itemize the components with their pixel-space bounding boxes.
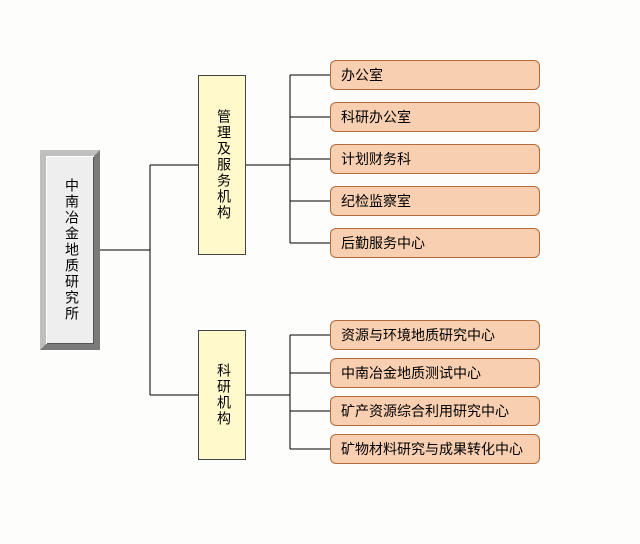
leaf-node-mgmt-4: 后勤服务中心 [330,228,540,258]
mid-node-mgmt-label: 管理及服务机构 [212,109,232,221]
leaf-node-research-1-label: 中南冶金地质测试中心 [341,363,481,383]
leaf-node-research-2-label: 矿产资源综合利用研究中心 [341,401,509,421]
leaf-node-research-3: 矿物材料研究与成果转化中心 [330,434,540,464]
leaf-node-research-2: 矿产资源综合利用研究中心 [330,396,540,426]
leaf-node-mgmt-0: 办公室 [330,60,540,90]
root-node-label: 中南冶金地质研究所 [60,178,80,322]
leaf-node-mgmt-1: 科研办公室 [330,102,540,132]
root-node: 中南冶金地质研究所 [40,150,100,350]
mid-node-research-label: 科研机构 [212,363,232,427]
mid-node-research: 科研机构 [198,330,246,460]
leaf-node-mgmt-3-label: 纪检监察室 [341,191,411,211]
leaf-node-mgmt-1-label: 科研办公室 [341,107,411,127]
leaf-node-research-3-label: 矿物材料研究与成果转化中心 [341,439,523,459]
mid-node-mgmt: 管理及服务机构 [198,75,246,255]
leaf-node-research-0: 资源与环境地质研究中心 [330,320,540,350]
leaf-node-mgmt-0-label: 办公室 [341,65,383,85]
leaf-node-mgmt-3: 纪检监察室 [330,186,540,216]
leaf-node-mgmt-4-label: 后勤服务中心 [341,233,425,253]
leaf-node-research-0-label: 资源与环境地质研究中心 [341,325,495,345]
leaf-node-research-1: 中南冶金地质测试中心 [330,358,540,388]
leaf-node-mgmt-2-label: 计划财务科 [341,149,411,169]
leaf-node-mgmt-2: 计划财务科 [330,144,540,174]
